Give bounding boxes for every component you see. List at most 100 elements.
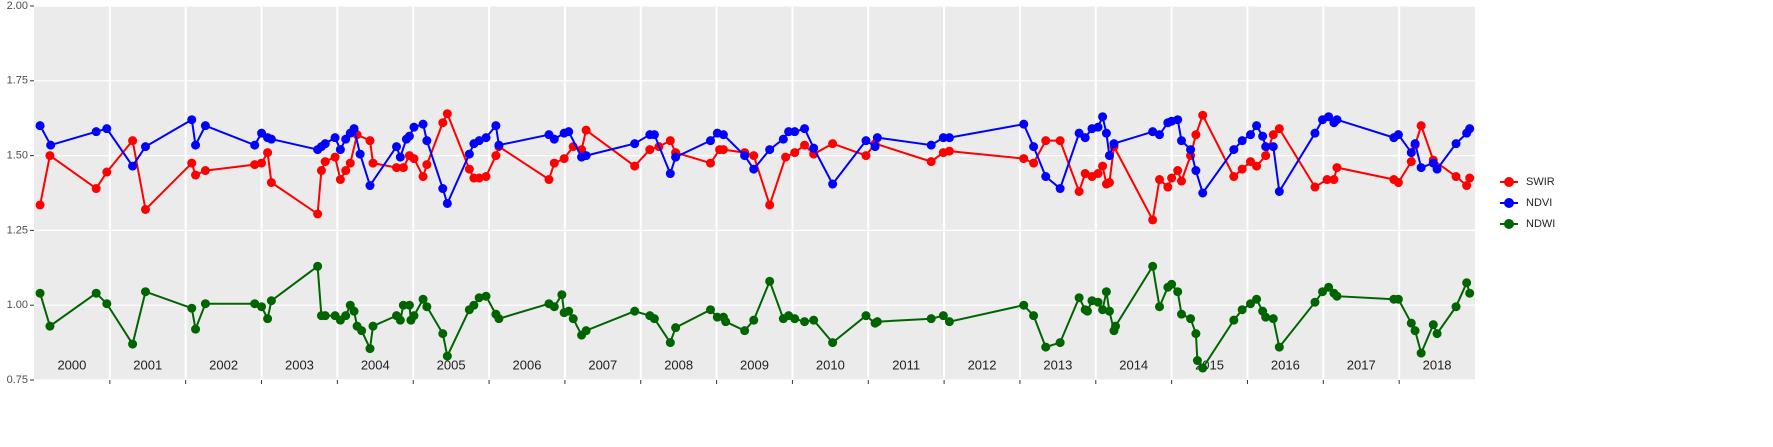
data-point xyxy=(1093,169,1103,179)
data-point xyxy=(549,302,559,312)
data-point xyxy=(418,172,428,182)
data-point xyxy=(944,146,954,156)
data-point xyxy=(765,145,775,155)
x-tick-label: 2010 xyxy=(816,357,845,372)
data-point xyxy=(1148,127,1158,137)
data-point xyxy=(1154,175,1164,185)
data-point xyxy=(494,140,504,150)
data-point xyxy=(320,139,330,149)
data-point xyxy=(1192,356,1202,366)
data-point xyxy=(128,339,138,349)
data-point xyxy=(438,329,448,339)
data-point xyxy=(1268,314,1278,324)
data-point xyxy=(1406,148,1416,158)
data-point xyxy=(926,157,936,167)
x-tick-label: 2014 xyxy=(1119,357,1148,372)
data-point xyxy=(557,290,567,300)
data-point xyxy=(398,163,408,173)
data-point xyxy=(1104,151,1114,161)
y-tick-label: 0.75 xyxy=(7,374,28,386)
data-point xyxy=(581,326,591,336)
data-point xyxy=(191,324,201,334)
data-point xyxy=(1451,139,1461,149)
data-point xyxy=(1041,172,1051,182)
x-tick-label: 2011 xyxy=(892,357,920,372)
data-point xyxy=(128,136,138,146)
data-point xyxy=(1080,133,1090,143)
data-point xyxy=(422,136,432,146)
data-point xyxy=(1416,121,1426,131)
data-point xyxy=(706,136,716,146)
data-point xyxy=(1176,136,1186,146)
data-point xyxy=(1198,363,1208,373)
data-point xyxy=(1274,342,1284,352)
data-point xyxy=(1173,115,1183,125)
data-point xyxy=(765,276,775,286)
data-point xyxy=(1019,300,1029,310)
data-point xyxy=(1101,287,1111,297)
data-point xyxy=(944,317,954,327)
data-point xyxy=(266,178,276,188)
data-point xyxy=(581,151,591,161)
data-point xyxy=(872,133,882,143)
data-point xyxy=(549,134,559,144)
data-point xyxy=(1191,130,1201,140)
data-point xyxy=(469,300,479,310)
data-point xyxy=(1093,297,1103,307)
data-point xyxy=(1406,157,1416,167)
data-point xyxy=(1093,122,1103,132)
data-point xyxy=(200,299,210,309)
data-point xyxy=(1029,142,1039,152)
data-point xyxy=(491,151,501,161)
data-point xyxy=(721,317,731,327)
data-point xyxy=(564,306,574,316)
data-point xyxy=(1237,164,1247,174)
data-point xyxy=(140,204,150,214)
data-point xyxy=(266,134,276,144)
data-point xyxy=(191,140,201,150)
data-point xyxy=(368,158,378,168)
data-point xyxy=(1451,172,1461,182)
data-point xyxy=(1154,302,1164,312)
x-tick-label: 2012 xyxy=(968,357,997,372)
y-tick-label: 1.75 xyxy=(7,75,28,87)
data-point xyxy=(926,314,936,324)
data-point xyxy=(549,158,559,168)
data-point xyxy=(1465,124,1475,134)
data-point xyxy=(1191,166,1201,176)
data-point xyxy=(494,314,504,324)
data-point xyxy=(1310,297,1320,307)
data-point xyxy=(1428,320,1438,330)
data-point xyxy=(1029,158,1039,168)
data-point xyxy=(1332,115,1342,125)
x-tick-label: 2001 xyxy=(133,357,162,372)
data-point xyxy=(1098,305,1108,315)
data-point xyxy=(1432,329,1442,339)
data-point xyxy=(861,151,871,161)
data-point xyxy=(1074,293,1084,303)
data-point xyxy=(1261,151,1271,161)
data-point xyxy=(1322,175,1332,185)
data-point xyxy=(1186,314,1196,324)
x-tick-label: 2018 xyxy=(1423,357,1452,372)
legend-label: NDVI xyxy=(1526,197,1552,209)
data-point xyxy=(1465,288,1475,298)
data-point xyxy=(1258,131,1268,141)
data-point xyxy=(257,302,267,312)
data-point xyxy=(1101,128,1111,138)
data-point xyxy=(35,121,45,131)
data-point xyxy=(187,303,197,313)
data-point xyxy=(1098,161,1108,171)
data-point xyxy=(1041,342,1051,352)
legend-marker xyxy=(1504,177,1514,187)
data-point xyxy=(418,119,428,129)
data-point xyxy=(944,133,954,143)
data-point xyxy=(671,152,681,162)
data-point xyxy=(870,142,880,152)
data-point xyxy=(649,130,659,140)
data-point xyxy=(1055,184,1065,194)
data-point xyxy=(1163,182,1173,192)
data-point xyxy=(91,184,101,194)
data-point xyxy=(1198,110,1208,120)
